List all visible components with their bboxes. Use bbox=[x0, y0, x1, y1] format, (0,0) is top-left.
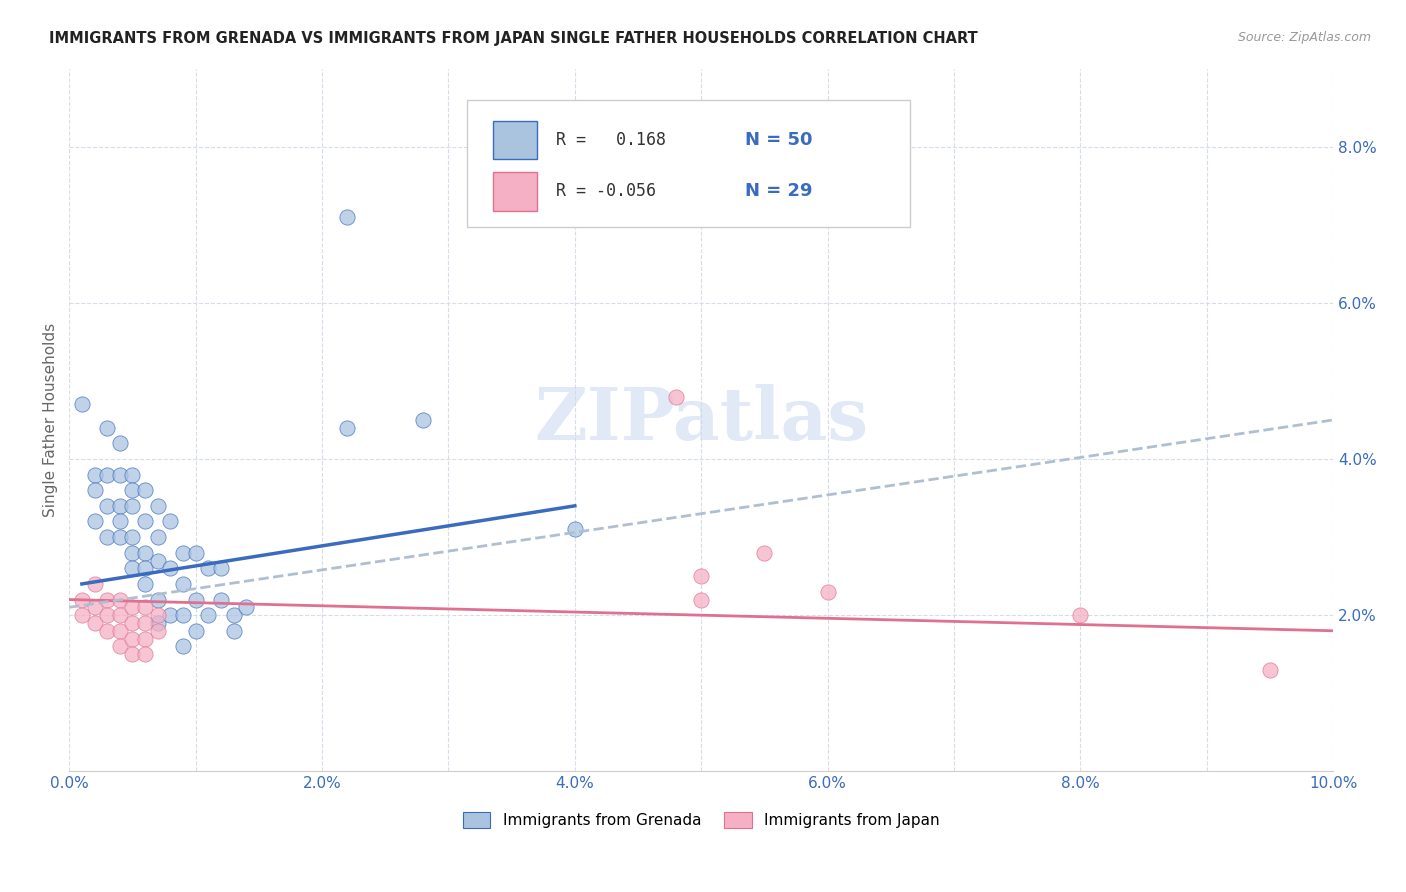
FancyBboxPatch shape bbox=[492, 120, 537, 160]
Point bbox=[159, 561, 181, 575]
Point bbox=[108, 640, 131, 654]
Point bbox=[222, 608, 245, 623]
Point bbox=[108, 515, 131, 529]
Point bbox=[121, 615, 143, 630]
Point bbox=[134, 615, 156, 630]
Text: R =   0.168: R = 0.168 bbox=[555, 131, 666, 149]
Point bbox=[209, 561, 232, 575]
Point bbox=[70, 592, 93, 607]
Point bbox=[70, 397, 93, 411]
Point bbox=[222, 624, 245, 638]
Point bbox=[146, 592, 169, 607]
Point bbox=[665, 390, 688, 404]
Point bbox=[336, 210, 359, 224]
Point bbox=[83, 600, 105, 615]
Point bbox=[96, 624, 118, 638]
Point bbox=[172, 546, 194, 560]
Point bbox=[134, 632, 156, 646]
Point bbox=[108, 592, 131, 607]
FancyBboxPatch shape bbox=[467, 100, 910, 227]
Point bbox=[108, 624, 131, 638]
Point bbox=[690, 569, 713, 583]
Point bbox=[96, 421, 118, 435]
Point bbox=[121, 530, 143, 544]
Text: IMMIGRANTS FROM GRENADA VS IMMIGRANTS FROM JAPAN SINGLE FATHER HOUSEHOLDS CORREL: IMMIGRANTS FROM GRENADA VS IMMIGRANTS FR… bbox=[49, 31, 979, 46]
Point bbox=[121, 647, 143, 661]
FancyBboxPatch shape bbox=[492, 172, 537, 211]
Y-axis label: Single Father Households: Single Father Households bbox=[44, 323, 58, 517]
Point bbox=[146, 624, 169, 638]
Point bbox=[134, 483, 156, 498]
Point bbox=[83, 467, 105, 482]
Point bbox=[134, 515, 156, 529]
Point bbox=[209, 592, 232, 607]
Point bbox=[108, 499, 131, 513]
Point bbox=[96, 530, 118, 544]
Text: R = -0.056: R = -0.056 bbox=[555, 182, 655, 200]
Point bbox=[96, 499, 118, 513]
Point bbox=[1069, 608, 1091, 623]
Text: Source: ZipAtlas.com: Source: ZipAtlas.com bbox=[1237, 31, 1371, 45]
Point bbox=[134, 577, 156, 591]
Point bbox=[146, 499, 169, 513]
Point bbox=[121, 600, 143, 615]
Point bbox=[754, 546, 776, 560]
Point bbox=[412, 413, 434, 427]
Point bbox=[1258, 663, 1281, 677]
Point bbox=[235, 600, 257, 615]
Point bbox=[184, 546, 207, 560]
Point bbox=[146, 553, 169, 567]
Point bbox=[690, 592, 713, 607]
Legend: Immigrants from Grenada, Immigrants from Japan: Immigrants from Grenada, Immigrants from… bbox=[457, 805, 946, 834]
Point bbox=[83, 615, 105, 630]
Point bbox=[197, 608, 219, 623]
Point bbox=[184, 624, 207, 638]
Point bbox=[172, 608, 194, 623]
Point bbox=[336, 421, 359, 435]
Point bbox=[146, 615, 169, 630]
Point bbox=[146, 608, 169, 623]
Point bbox=[108, 608, 131, 623]
Point bbox=[108, 436, 131, 450]
Point bbox=[108, 530, 131, 544]
Point bbox=[83, 577, 105, 591]
Point bbox=[83, 515, 105, 529]
Point bbox=[96, 467, 118, 482]
Point bbox=[134, 546, 156, 560]
Point bbox=[134, 561, 156, 575]
Text: N = 50: N = 50 bbox=[745, 131, 813, 149]
Point bbox=[108, 467, 131, 482]
Point bbox=[134, 600, 156, 615]
Point bbox=[121, 546, 143, 560]
Point bbox=[96, 608, 118, 623]
Point bbox=[564, 522, 586, 536]
Point bbox=[184, 592, 207, 607]
Point bbox=[121, 561, 143, 575]
Text: N = 29: N = 29 bbox=[745, 182, 813, 200]
Point bbox=[121, 632, 143, 646]
Point bbox=[159, 608, 181, 623]
Point bbox=[96, 592, 118, 607]
Point bbox=[134, 647, 156, 661]
Point bbox=[817, 584, 839, 599]
Text: ZIPatlas: ZIPatlas bbox=[534, 384, 869, 456]
Point bbox=[70, 608, 93, 623]
Point bbox=[121, 499, 143, 513]
Point bbox=[121, 483, 143, 498]
Point bbox=[197, 561, 219, 575]
Point bbox=[146, 530, 169, 544]
Point bbox=[159, 515, 181, 529]
Point bbox=[172, 640, 194, 654]
Point bbox=[121, 467, 143, 482]
Point bbox=[172, 577, 194, 591]
Point bbox=[83, 483, 105, 498]
